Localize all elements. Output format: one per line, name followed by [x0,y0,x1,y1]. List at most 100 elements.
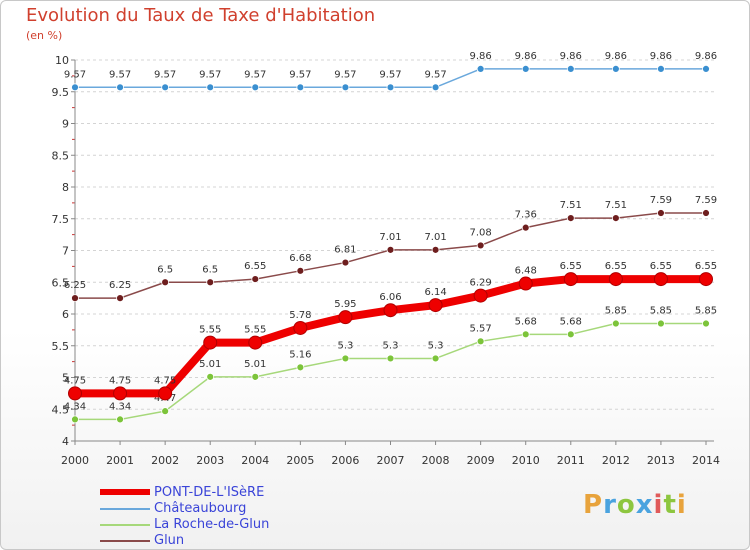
data-point [611,319,620,328]
data-point [341,258,350,267]
data-point [296,266,305,275]
data-point [71,294,79,303]
data-point [251,275,260,283]
data-point [702,64,710,73]
data-label: 5.55 [199,325,221,336]
data-label: 5.85 [695,306,717,317]
data-label: 4.75 [64,375,86,386]
data-label: 5.85 [650,306,672,317]
data-label: 6.81 [334,245,356,256]
legend-label-la-roche-de-glun: La Roche-de-Glun [154,517,270,532]
data-label: 5.68 [515,316,537,327]
x-tick-label: 2003 [196,454,224,467]
data-point [611,64,620,73]
data-label: 9.86 [560,51,582,62]
data-point [206,372,215,381]
data-point [657,209,665,217]
data-label: 9.57 [109,69,131,80]
y-tick-label: 4.5 [52,403,70,416]
data-label: 5.3 [428,340,444,351]
data-point [296,363,305,372]
legend-label-pont-de-l-isere: PONT-DE-L'ISèRE [154,485,265,500]
data-point [431,245,440,254]
data-point [702,319,710,328]
data-label: 4.34 [64,401,86,412]
data-point [161,83,170,92]
legend-swatch-glun [100,540,150,542]
data-label: 6.55 [695,261,717,272]
logo-letter: o [616,490,636,520]
data-label: 5.55 [244,325,266,336]
y-tick-label: 9.5 [52,86,70,99]
data-point [699,272,713,287]
data-point [341,83,350,92]
data-label: 6.48 [515,266,537,277]
data-label: 6.25 [109,280,131,291]
data-label: 5.68 [560,316,582,327]
data-label: 6.68 [289,253,311,264]
y-tick-label: 10 [55,54,69,67]
data-point [161,278,170,287]
data-label: 7.08 [470,227,492,238]
data-point [563,272,578,287]
y-tick-label: 5.5 [52,340,70,353]
logo-letter: i [653,490,664,520]
data-label: 4.34 [109,401,131,412]
data-point [248,335,263,350]
logo-letter: r [603,490,617,520]
data-label: 6.25 [64,280,86,291]
y-tick-label: 6 [62,308,69,321]
y-tick-label: 6.5 [52,276,70,289]
legend-label-glun: Glun [154,533,185,548]
data-point [566,214,575,223]
x-tick-label: 2007 [377,454,405,467]
data-label: 4.75 [109,375,131,386]
data-point [113,386,128,401]
data-label: 7.59 [650,195,672,206]
data-point [251,83,260,92]
y-tick-label: 4 [62,435,69,448]
data-label: 9.57 [199,69,221,80]
data-point [386,83,395,92]
data-point [158,386,173,401]
data-label: 5.16 [289,349,311,360]
data-label: 5.3 [337,340,353,351]
legend-label-chateaubourg: Châteaubourg [154,501,247,516]
data-point [386,245,395,254]
data-point [476,337,485,346]
y-tick-label: 7.5 [52,213,70,226]
data-point [206,83,215,92]
data-label: 9.57 [334,69,356,80]
data-point [116,294,124,303]
y-tick-label: 7 [62,245,69,258]
data-point [657,64,665,73]
data-label: 9.86 [695,51,717,62]
y-tick-label: 8.5 [52,149,70,162]
data-point [702,209,710,217]
data-label: 9.86 [650,51,672,62]
data-label: 9.57 [64,69,86,80]
series-line [75,322,706,421]
data-point [68,386,82,401]
data-label: 7.01 [379,232,401,243]
data-point [386,354,395,363]
data-point [293,320,308,335]
data-label: 7.59 [695,195,717,206]
proxiti-logo: Proxiti [583,490,687,520]
data-label: 7.51 [605,200,627,211]
data-point [341,354,350,363]
data-label: 9.57 [154,69,176,80]
data-label: 6.5 [202,264,218,275]
x-tick-label: 2014 [692,454,720,467]
x-tick-label: 2004 [241,454,269,467]
data-label: 9.86 [605,51,627,62]
data-label: 5.3 [383,340,399,351]
data-point [383,303,398,318]
data-label: 5.85 [605,306,627,317]
y-tick-label: 5 [62,372,69,385]
data-point [338,310,353,325]
series-line [75,212,706,299]
data-point [71,83,79,92]
x-tick-label: 2012 [602,454,630,467]
legend-swatch-pont-de-l-isere [100,489,150,495]
